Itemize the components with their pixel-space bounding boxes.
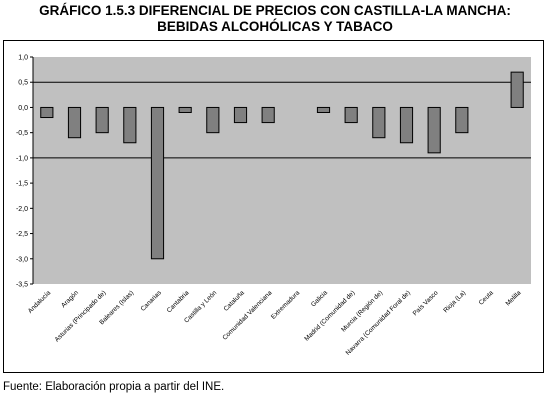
y-tick-label: -2,5 — [16, 231, 28, 238]
x-tick-label: Asturias (Principado de) — [54, 289, 108, 343]
y-tick-label: -3,0 — [16, 256, 28, 263]
bar — [206, 106, 220, 134]
x-tick-label: Cataluña — [223, 289, 247, 313]
y-tick-label: 1,0 — [18, 55, 28, 62]
bar — [67, 106, 82, 139]
bar — [316, 106, 331, 113]
x-tick-label: Aragón — [60, 289, 80, 309]
y-tick-labels: 1,0 0,5 0,0 -0,5 -1,0 -1,5 -2,0 -2,5 -3,0 -3,5 — [16, 55, 33, 289]
bar — [178, 106, 192, 113]
x-tick-label: Rioja (La) — [442, 289, 467, 314]
x-tick-label: Extremadura — [270, 289, 302, 321]
bar — [344, 106, 358, 124]
x-tick-label: País Vasco — [412, 289, 440, 317]
bar — [510, 71, 524, 108]
bar — [399, 106, 414, 144]
y-tick-label: -1,0 — [16, 155, 28, 162]
bar — [261, 106, 275, 124]
bar — [233, 106, 248, 124]
y-tick-label: 0,0 — [18, 105, 28, 112]
chart-title-line1: GRÁFICO 1.5.3 DIFERENCIAL DE PRECIOS CON… — [39, 3, 511, 18]
y-tick-label: 0,5 — [18, 80, 28, 87]
chart-title-line2: BEBIDAS ALCOHÓLICAS Y TABACO — [157, 19, 393, 34]
y-tick-label: -2,0 — [16, 206, 28, 213]
x-tick-label: Galicia — [310, 289, 329, 308]
bar — [427, 106, 441, 154]
bar — [455, 106, 469, 134]
x-tick-label: Cantabria — [166, 289, 191, 314]
x-tick-label: Ceuta — [478, 289, 495, 306]
y-tick-label: -1,5 — [16, 181, 28, 188]
chart-frame — [3, 40, 544, 373]
bar — [40, 106, 54, 119]
x-tick-label: Madrid (Comunidad de) — [303, 289, 356, 342]
plot-area — [33, 57, 531, 284]
bar — [150, 106, 165, 260]
gridlines — [33, 81, 531, 159]
x-tick-label: Andalucía — [27, 289, 53, 315]
source-note: Fuente: Elaboración propia a partir del … — [3, 381, 225, 393]
bar — [123, 106, 137, 144]
y-tick-label: -3,5 — [16, 282, 28, 289]
bar — [372, 106, 386, 139]
bar — [95, 106, 109, 134]
x-tick-label: Canarias — [140, 289, 164, 313]
x-tick-label: Comunidad Valenciana — [221, 289, 273, 341]
x-tick-label: Melilla — [505, 289, 523, 307]
y-tick-label: -0,5 — [16, 130, 28, 137]
bars — [40, 71, 524, 260]
